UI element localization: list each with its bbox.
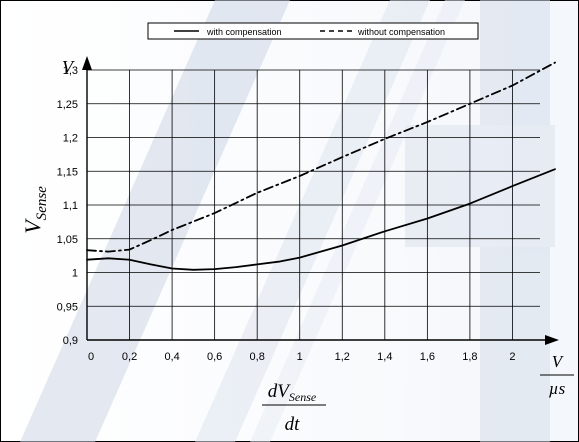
tick-labels: 0 0,2 0,4 0,6 0,8 1 1,2 1,4 1,6 1,8 2 0,9 0,95 1 1,05 1…: [57, 65, 516, 363]
x-tick-label: 1,4: [377, 351, 392, 363]
y-label-sub: Sense: [34, 186, 50, 220]
legend-label-with: with compensation: [206, 27, 282, 37]
x-unit-denominator: µs: [549, 379, 566, 398]
x-tick-label: 0: [88, 351, 94, 363]
x-tick-label: 0,4: [164, 351, 179, 363]
x-tick-label: 0,8: [250, 351, 265, 363]
y-axis-arrow: [82, 56, 92, 70]
y-axis-title: VSense: [20, 186, 50, 234]
y-unit-label: V: [62, 57, 75, 77]
x-label-sub: Sense: [289, 390, 317, 404]
legend-box: [147, 22, 479, 40]
x-tick-label: 1: [297, 351, 303, 363]
y-tick-label: 0,9: [63, 335, 78, 347]
y-tick-label: 1,25: [57, 99, 78, 111]
y-tick-label: 1,05: [57, 234, 78, 246]
grid: [87, 69, 540, 340]
x-unit-numerator: V: [552, 352, 565, 371]
y-axis-label: VSense: [20, 186, 50, 234]
y-tick-label: 1,2: [63, 133, 78, 145]
x-label-denominator: dt: [285, 414, 301, 435]
axes: [82, 56, 559, 345]
series-line-with-compensation: [86, 168, 556, 271]
y-tick-label: 1: [72, 268, 78, 280]
y-tick-label: 0,95: [57, 301, 78, 313]
y-tick-label: 1,15: [57, 166, 78, 178]
x-tick-label: 2: [509, 351, 515, 363]
x-axis-unit: V µs: [540, 352, 574, 398]
legend: with compensation without compensation: [147, 22, 479, 40]
x-tick-label: 1,8: [462, 351, 477, 363]
series-line-without-compensation: [86, 61, 556, 253]
x-axis-arrow: [545, 335, 559, 345]
series-layer: [86, 61, 556, 271]
y-tick-label: 1,3: [63, 65, 78, 77]
x-label-dv: dV: [268, 381, 292, 402]
x-tick-label: 0,6: [207, 351, 222, 363]
x-tick-label: 1,2: [335, 351, 350, 363]
x-label-numerator: dVSense: [268, 381, 317, 404]
y-label-main: V: [20, 218, 45, 234]
y-tick-label: 1,1: [63, 200, 78, 212]
y-axis-unit: V: [62, 57, 75, 77]
x-tick-label: 1,6: [420, 351, 435, 363]
x-axis-title: dVSense dt: [262, 381, 326, 435]
legend-label-without: without compensation: [357, 27, 445, 37]
x-tick-label: 0,2: [122, 351, 137, 363]
